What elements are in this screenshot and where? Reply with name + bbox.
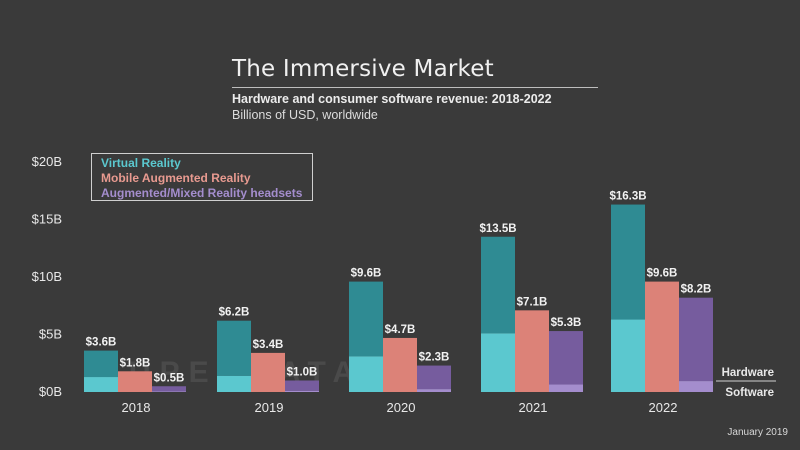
bar-mar-software-2019 (251, 352, 285, 392)
bar-vr-software-2021 (481, 333, 515, 392)
legend-item-amr: Augmented/Mixed Reality headsets (101, 186, 303, 200)
bar-vr-hardware-2020 (349, 281, 383, 357)
y-tick-label: $10B (32, 269, 62, 284)
data-label-vr-2020: $9.6B (351, 268, 382, 280)
date-note: January 2019 (727, 427, 788, 438)
x-tick-label: 2018 (122, 400, 151, 415)
bar-vr-hardware-2018 (84, 350, 118, 378)
data-label-vr-2019: $6.2B (219, 307, 250, 319)
bar-vr-hardware-2019 (217, 320, 251, 376)
bar-amr-software-2020 (417, 389, 451, 392)
bar-amr-software-2019 (285, 390, 319, 392)
bar-amr-hardware-2021 (549, 331, 583, 385)
x-tick-label: 2021 (519, 400, 548, 415)
bar-amr-hardware-2018 (152, 386, 186, 392)
data-label-mar-2021: $7.1B (517, 296, 548, 308)
legend-item-mar: Mobile Augmented Reality (101, 171, 251, 185)
data-label-mar-2020: $4.7B (385, 324, 416, 336)
bar-amr-software-2021 (549, 384, 583, 392)
data-label-mar-2022: $9.6B (647, 268, 678, 280)
bar-vr-software-2018 (84, 377, 118, 392)
bar-vr-software-2022 (611, 319, 645, 392)
bar-vr-software-2019 (217, 375, 251, 392)
bar-mar-software-2022 (645, 281, 679, 392)
data-label-amr-2019: $1.0B (287, 367, 318, 379)
y-tick-label: $20B (32, 154, 62, 169)
bar-mar-software-2021 (515, 310, 549, 392)
annotation-software: Software (725, 387, 774, 399)
x-tick-label: 2022 (649, 400, 678, 415)
data-label-amr-2018: $0.5B (154, 372, 185, 384)
annotation-hardware: Hardware (722, 367, 774, 379)
bar-amr-hardware-2022 (679, 297, 713, 382)
data-label-vr-2021: $13.5B (479, 223, 516, 235)
bar-vr-hardware-2021 (481, 236, 515, 334)
bar-amr-software-2022 (679, 381, 713, 392)
y-tick-label: $15B (32, 212, 62, 227)
chart-units: Billions of USD, worldwide (232, 108, 378, 122)
bar-amr-software-2018 (152, 391, 186, 392)
x-tick-label: 2019 (255, 400, 284, 415)
chart-subtitle: Hardware and consumer software revenue: … (232, 92, 552, 106)
title-divider (232, 87, 598, 88)
bar-mar-software-2018 (118, 371, 152, 392)
bar-vr-software-2020 (349, 356, 383, 392)
x-tick-label: 2020 (387, 400, 416, 415)
chart-legend: Virtual Reality Mobile Augmented Reality… (91, 153, 313, 201)
data-label-amr-2021: $5.3B (551, 317, 582, 329)
data-label-mar-2019: $3.4B (253, 339, 284, 351)
y-tick-label: $5B (39, 327, 62, 342)
data-label-vr-2022: $16.3B (609, 191, 646, 203)
data-label-amr-2020: $2.3B (419, 352, 450, 364)
data-label-mar-2018: $1.8B (120, 357, 151, 369)
data-label-amr-2022: $8.2B (681, 284, 712, 296)
y-tick-label: $0B (39, 384, 62, 399)
data-label-vr-2018: $3.6B (86, 337, 117, 349)
bar-vr-hardware-2022 (611, 204, 645, 320)
legend-item-vr: Virtual Reality (101, 156, 181, 170)
chart-title: The Immersive Market (232, 56, 494, 82)
bar-amr-hardware-2020 (417, 365, 451, 390)
bar-amr-hardware-2019 (285, 380, 319, 391)
bar-mar-software-2020 (383, 337, 417, 392)
